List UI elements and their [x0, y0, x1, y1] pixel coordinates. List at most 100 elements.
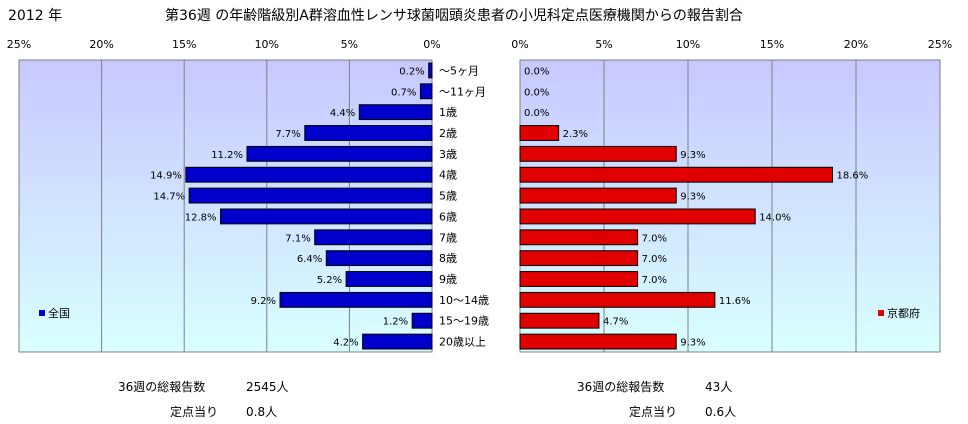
category-label: ～11ヶ月 — [439, 85, 486, 98]
national-data-label: 12.8% — [185, 212, 217, 223]
category-label: 1歳 — [439, 106, 457, 119]
kyoto-bar — [519, 312, 600, 329]
kyoto-data-label: 7.0% — [642, 254, 667, 265]
national-data-label: 11.2% — [211, 150, 243, 161]
left-per-label: 定点当り — [170, 405, 219, 419]
right-per-value: 0.6人 — [705, 405, 737, 419]
kyoto-data-label: 14.0% — [759, 212, 791, 223]
right-per-label: 定点当り — [629, 405, 678, 419]
national-data-label: 7.7% — [275, 129, 300, 140]
national-bar — [358, 104, 433, 121]
kyoto-bar — [519, 208, 756, 225]
kyoto-bar — [519, 145, 677, 162]
national-tick-label: 0% — [423, 38, 440, 51]
left-total-label: 36週の総報告数 — [118, 380, 206, 394]
national-data-label: 14.7% — [153, 192, 185, 203]
national-data-label: 4.2% — [333, 338, 358, 349]
category-label: 15～19歳 — [439, 315, 489, 328]
kyoto-data-label: 0.0% — [524, 87, 549, 98]
category-label: 8歳 — [439, 252, 457, 265]
national-tick-label: 25% — [7, 38, 31, 51]
category-label: 5歳 — [439, 190, 457, 203]
category-labels: ～5ヶ月 ～11ヶ月 1歳 2歳 3歳 4歳 5歳 6歳 7歳 8歳 9歳 10～14歳 15～19歳 2… — [439, 64, 489, 348]
national-data-label: 4.4% — [330, 108, 355, 119]
category-label: 6歳 — [439, 210, 457, 223]
kyoto-data-label: 9.3% — [680, 192, 705, 203]
kyoto-data-label: 9.3% — [680, 338, 705, 349]
national-data-label: 0.2% — [399, 66, 424, 77]
kyoto-bar — [519, 333, 677, 350]
right-total-value: 43人 — [705, 380, 733, 394]
kyoto-tick-label: 25% — [928, 38, 952, 51]
national-bar — [188, 187, 433, 204]
national-bar — [304, 125, 433, 141]
national-data-label: 1.2% — [383, 317, 408, 328]
kyoto-data-label: 9.3% — [680, 150, 705, 161]
category-label: 2歳 — [439, 127, 457, 140]
category-label: 7歳 — [439, 231, 457, 244]
kyoto-data-label: 7.0% — [642, 233, 667, 244]
national-bar — [314, 229, 433, 246]
left-chart-national: 25% 20% 15% 10% 5% 0% 0.2% 0.7% 4.4% 7.7% 11.2% 14.… — [7, 38, 441, 353]
national-plot-area — [18, 59, 433, 353]
national-bar — [220, 208, 433, 225]
kyoto-data-label: 4.7% — [603, 317, 628, 328]
national-data-label: 6.4% — [297, 254, 322, 265]
national-bar — [428, 62, 433, 79]
national-data-label: 7.1% — [285, 233, 310, 244]
kyoto-legend-swatch — [878, 310, 884, 316]
kyoto-data-label: 0.0% — [524, 108, 549, 119]
category-label: 3歳 — [439, 148, 457, 161]
kyoto-bar — [519, 187, 677, 204]
national-data-label: 9.2% — [251, 296, 276, 307]
kyoto-data-label: 7.0% — [642, 275, 667, 286]
category-label: 9歳 — [439, 273, 457, 286]
kyoto-plot-area — [519, 59, 941, 353]
national-bar — [185, 166, 433, 183]
kyoto-tick-label: 15% — [760, 38, 784, 51]
national-bar — [362, 333, 433, 350]
kyoto-bar — [519, 250, 639, 267]
kyoto-legend-label: 京都府 — [887, 306, 920, 320]
kyoto-bar — [519, 166, 833, 183]
national-bar — [246, 145, 433, 162]
category-label: 10～14歳 — [439, 294, 489, 307]
kyoto-tick-label: 5% — [595, 38, 612, 51]
chart-canvas: 25% 20% 15% 10% 5% 0% 0.2% 0.7% 4.4% 7.7% 11.2% 14.… — [7, 38, 952, 353]
kyoto-bar — [519, 125, 560, 141]
national-bar — [325, 250, 433, 267]
category-label: ～5ヶ月 — [439, 64, 479, 77]
national-legend-label: 全国 — [48, 306, 70, 320]
chart-title: 第36週 の年齢階級別A群溶血性レンサ球菌咽頭炎患者の小児科定点医療機関からの報… — [165, 8, 743, 24]
kyoto-tick-label: 10% — [676, 38, 700, 51]
kyoto-data-label: 2.3% — [563, 129, 588, 140]
kyoto-bar — [519, 271, 639, 287]
kyoto-bar — [519, 291, 716, 308]
national-data-label: 14.9% — [150, 171, 182, 182]
category-label: 20歳以上 — [439, 336, 486, 349]
left-per-value: 0.8人 — [246, 405, 278, 419]
right-total-label: 36週の総報告数 — [577, 380, 665, 394]
national-data-label: 0.7% — [391, 87, 416, 98]
left-total-value: 2545人 — [246, 380, 289, 394]
national-data-label: 5.2% — [317, 275, 342, 286]
national-tick-label: 15% — [172, 38, 196, 51]
national-tick-label: 20% — [89, 38, 113, 51]
kyoto-bar — [519, 229, 639, 246]
national-bar — [345, 271, 433, 287]
kyoto-data-label: 0.0% — [524, 66, 549, 77]
right-chart-kyoto: 0% 5% 10% 15% 20% 25% 0.0% 0.0% 0.0% 2.3% 9.3% 18.6… — [511, 38, 952, 353]
kyoto-data-label: 11.6% — [719, 296, 751, 307]
national-bar — [419, 83, 433, 100]
kyoto-tick-label: 0% — [511, 38, 528, 51]
category-label: 4歳 — [439, 169, 457, 182]
national-legend-swatch — [39, 310, 45, 316]
national-bar — [411, 312, 433, 329]
kyoto-tick-label: 20% — [844, 38, 868, 51]
national-bar — [279, 291, 433, 308]
national-tick-label: 10% — [255, 38, 279, 51]
national-tick-label: 5% — [341, 38, 358, 51]
kyoto-data-label: 18.6% — [836, 171, 868, 182]
year-label: 2012 年 — [8, 8, 63, 24]
